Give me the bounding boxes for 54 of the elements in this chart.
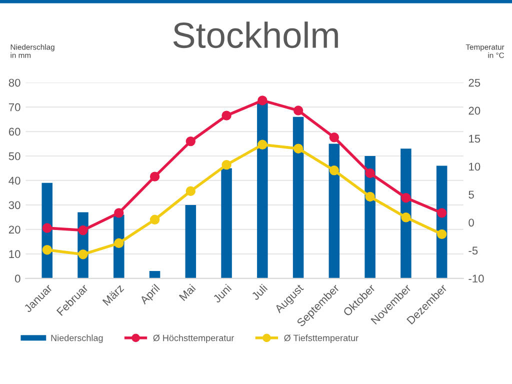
bar	[257, 102, 268, 278]
x-tick-label: Juni	[212, 284, 232, 304]
y2-tick-label: 10	[469, 162, 480, 171]
y-tick-label: 10	[9, 250, 20, 258]
y2-tick-label: 25	[468, 78, 480, 87]
point	[365, 168, 375, 178]
point	[114, 208, 124, 218]
y-tick-label: 50	[8, 152, 20, 160]
bar	[221, 168, 232, 278]
point	[150, 172, 160, 182]
point	[42, 245, 52, 255]
y-tick-label: 0	[14, 274, 20, 283]
y2-tick-label: -5	[468, 246, 478, 255]
y2-tick-label: 0	[468, 218, 474, 227]
point	[222, 110, 232, 120]
point	[436, 208, 447, 218]
y-tick-label: 60	[8, 128, 20, 136]
point	[150, 214, 160, 225]
y2-tick-label: -10	[468, 274, 484, 283]
point	[42, 223, 52, 233]
bar	[292, 116, 304, 278]
legend-label: Ø Tiefsttemperatur	[284, 334, 358, 343]
legend-label: Ø Höchsttemperatur	[153, 334, 234, 343]
point	[114, 238, 124, 248]
point	[293, 106, 304, 116]
y2-tick-label: 5	[468, 190, 474, 199]
chart-title: Stockholm	[173, 22, 338, 48]
point	[78, 249, 88, 260]
point	[401, 192, 411, 203]
point	[222, 160, 232, 170]
point	[436, 229, 447, 240]
point	[329, 132, 340, 142]
bar	[149, 271, 160, 278]
bar	[328, 144, 340, 278]
point	[258, 140, 268, 150]
y-tick-label: 40	[8, 176, 20, 185]
y-tick-label: 30	[8, 201, 20, 210]
point	[293, 144, 304, 154]
y2-tick-label: 20	[468, 106, 480, 115]
point	[258, 96, 268, 106]
y-tick-label: 80	[8, 78, 20, 87]
x-tick-label: Mai	[178, 284, 196, 302]
point	[401, 212, 411, 222]
point	[78, 225, 88, 236]
point	[365, 192, 375, 202]
point	[186, 186, 196, 196]
point	[186, 136, 196, 146]
x-tick-label: Juli	[250, 284, 268, 301]
bar	[185, 204, 196, 278]
y-tick-label: 70	[8, 103, 20, 112]
point	[329, 166, 340, 176]
y-tick-label: 20	[8, 226, 20, 234]
y2-tick-label: 15	[469, 134, 480, 143]
legend-label: Niederschlag	[51, 334, 103, 343]
